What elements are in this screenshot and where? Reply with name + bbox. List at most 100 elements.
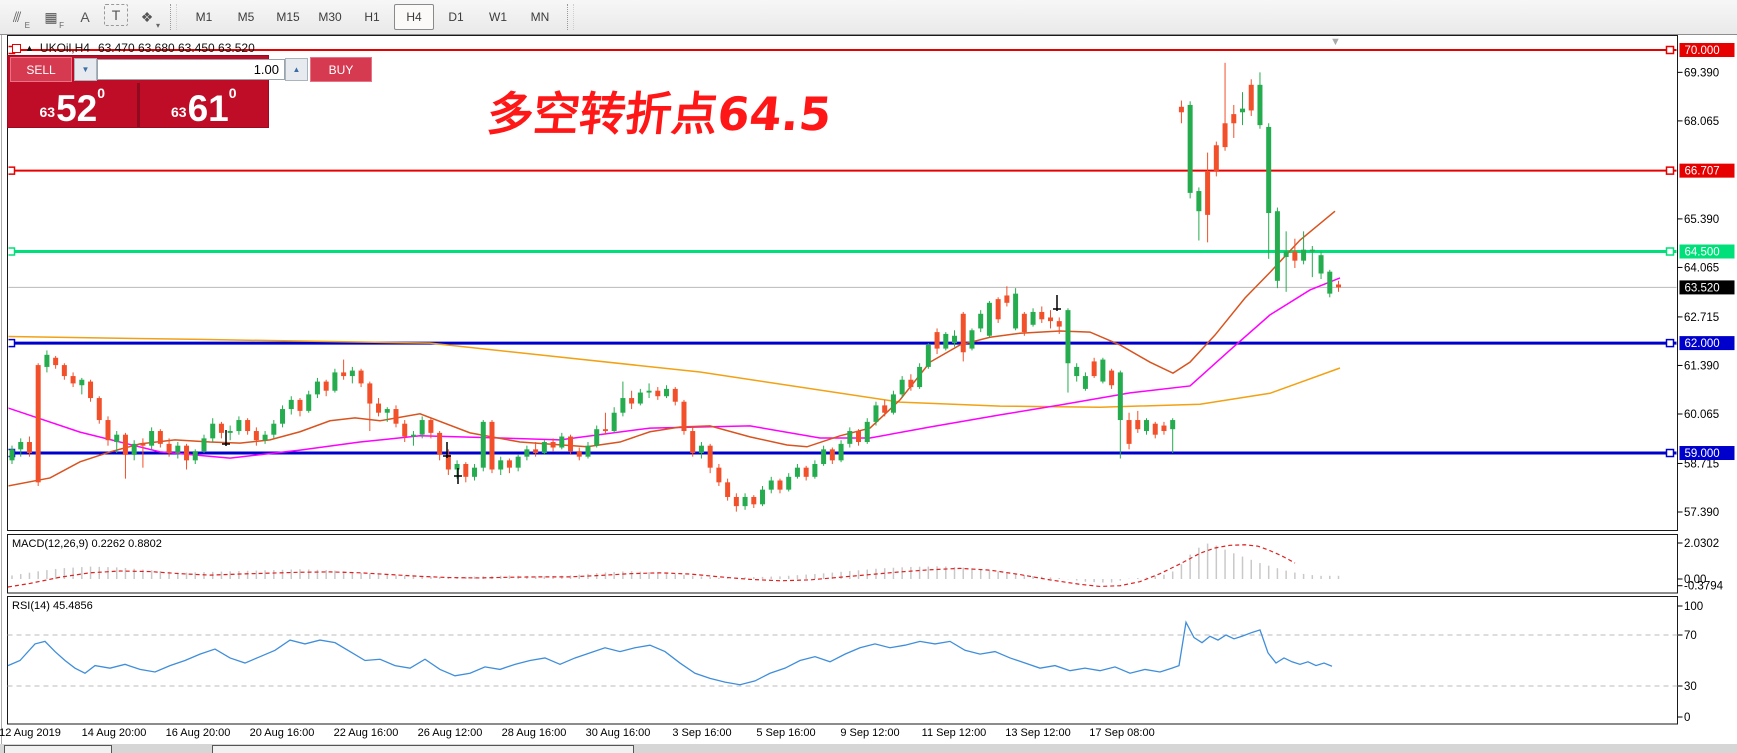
price-tick-label: 60.065 xyxy=(1684,409,1719,421)
buy-button[interactable]: BUY xyxy=(310,57,372,82)
candle-body xyxy=(786,476,792,490)
volume-input[interactable] xyxy=(97,59,285,80)
macd-tick-label: -0.3794 xyxy=(1684,581,1724,593)
indicator-grid-icon[interactable]: ▦ F xyxy=(44,8,64,31)
hline-handle xyxy=(1665,448,1675,458)
candle-body xyxy=(498,460,504,470)
rsi-tick-label: 0 xyxy=(1684,712,1690,724)
candle-body xyxy=(646,390,652,393)
candle-body xyxy=(1213,145,1219,171)
candle-body xyxy=(227,431,233,433)
chart-shift-icon[interactable]: ▼ xyxy=(1330,36,1341,48)
candle-body xyxy=(79,379,85,386)
volume-decrease-button[interactable]: ▼ xyxy=(74,58,97,81)
candle-body xyxy=(157,431,163,444)
candle-body xyxy=(53,357,59,366)
hline-left-handle[interactable] xyxy=(12,43,21,53)
timeframe-M5[interactable]: M5 xyxy=(237,10,255,24)
candle-body xyxy=(568,436,574,452)
sell-button[interactable]: SELL xyxy=(10,57,72,82)
candle-body xyxy=(314,381,320,395)
buy-price-prefix: 63 xyxy=(170,104,187,120)
timeframe-M30[interactable]: M30 xyxy=(318,10,342,24)
timeframe-M1[interactable]: M1 xyxy=(195,10,213,24)
macd-panel xyxy=(7,534,1678,594)
styles-icon[interactable]: ⫻ E xyxy=(12,8,30,31)
candle-body xyxy=(410,434,416,437)
candle-body xyxy=(184,445,190,461)
candle-body xyxy=(629,398,635,404)
candle-body xyxy=(506,460,512,468)
candle-body xyxy=(428,420,434,433)
candle-body xyxy=(585,445,591,457)
candle-body xyxy=(1082,376,1088,389)
candle-body xyxy=(576,451,582,457)
candle-body xyxy=(1048,317,1054,322)
candle-body xyxy=(480,421,486,468)
text-box-icon[interactable]: T xyxy=(104,4,128,26)
arrange-objects-icon[interactable]: ❖ ▾ xyxy=(140,8,160,31)
chart-tab[interactable] xyxy=(4,745,112,753)
chart-tab[interactable] xyxy=(212,745,634,753)
rsi-line xyxy=(7,620,1333,686)
candle-body xyxy=(864,421,870,443)
sell-price[interactable]: 63 52 0 xyxy=(8,83,137,127)
volume-increase-button[interactable]: ▲ xyxy=(285,58,308,81)
candle-body xyxy=(1274,211,1280,281)
date-label: 20 Aug 16:00 xyxy=(250,727,315,739)
candle-body xyxy=(1126,420,1132,444)
price-divider xyxy=(136,83,140,127)
candle-body xyxy=(437,432,443,455)
candle-body xyxy=(1178,106,1184,113)
symbol-marker-icon: ▲ xyxy=(25,43,34,53)
timeframe-D1[interactable]: D1 xyxy=(448,10,464,24)
timeframe-M15[interactable]: M15 xyxy=(276,10,300,24)
text-label-icon[interactable]: A xyxy=(80,9,90,25)
rsi-tick-label: 100 xyxy=(1684,601,1703,613)
chart-tabs-strip xyxy=(0,744,1737,753)
candle-body xyxy=(1135,420,1141,430)
candle-body xyxy=(960,313,966,353)
candle-body xyxy=(332,372,338,391)
timeframe-W1[interactable]: W1 xyxy=(489,10,507,24)
candle-body xyxy=(297,399,303,411)
candle-body xyxy=(698,445,704,454)
candle-body xyxy=(35,365,41,483)
candle-body xyxy=(175,445,181,454)
date-label: 26 Aug 12:00 xyxy=(418,727,483,739)
candle-body xyxy=(245,420,251,432)
hline-handle xyxy=(1665,166,1675,175)
candle-body xyxy=(664,388,670,397)
date-label: 14 Aug 20:00 xyxy=(82,727,147,739)
candle-body xyxy=(672,388,678,402)
sell-price-prefix: 63 xyxy=(39,104,56,120)
price-tick-label: 58.715 xyxy=(1684,458,1719,470)
timeframe-H4[interactable]: H4 xyxy=(394,4,434,30)
hline-handle xyxy=(1665,45,1675,55)
candle-body xyxy=(18,442,24,450)
candle-body xyxy=(280,409,286,424)
buy-price[interactable]: 63 61 0 xyxy=(140,83,269,127)
date-label: 9 Sep 12:00 xyxy=(840,727,899,739)
candle-body xyxy=(1231,114,1237,124)
price-tick-label: 68.065 xyxy=(1684,116,1719,128)
candle-body xyxy=(943,333,949,349)
candle-body xyxy=(192,451,198,461)
candle-body xyxy=(218,423,224,433)
price-badge xyxy=(1679,336,1735,351)
timeframe-H1[interactable]: H1 xyxy=(364,10,380,24)
candle-body xyxy=(1266,126,1272,214)
timeframe-MN[interactable]: MN xyxy=(530,10,550,24)
candle-body xyxy=(1309,249,1315,252)
candle-body xyxy=(986,302,992,336)
date-label: 11 Sep 12:00 xyxy=(922,727,987,739)
rsi-tick-label: 70 xyxy=(1684,630,1697,642)
hline-handle xyxy=(1665,338,1675,348)
price-tick-label: 57.390 xyxy=(1684,507,1719,519)
candle-body xyxy=(1013,293,1019,329)
candle-body xyxy=(908,379,914,388)
hline-handle xyxy=(8,247,16,256)
candle-body xyxy=(96,398,102,421)
candle-body xyxy=(978,313,984,329)
